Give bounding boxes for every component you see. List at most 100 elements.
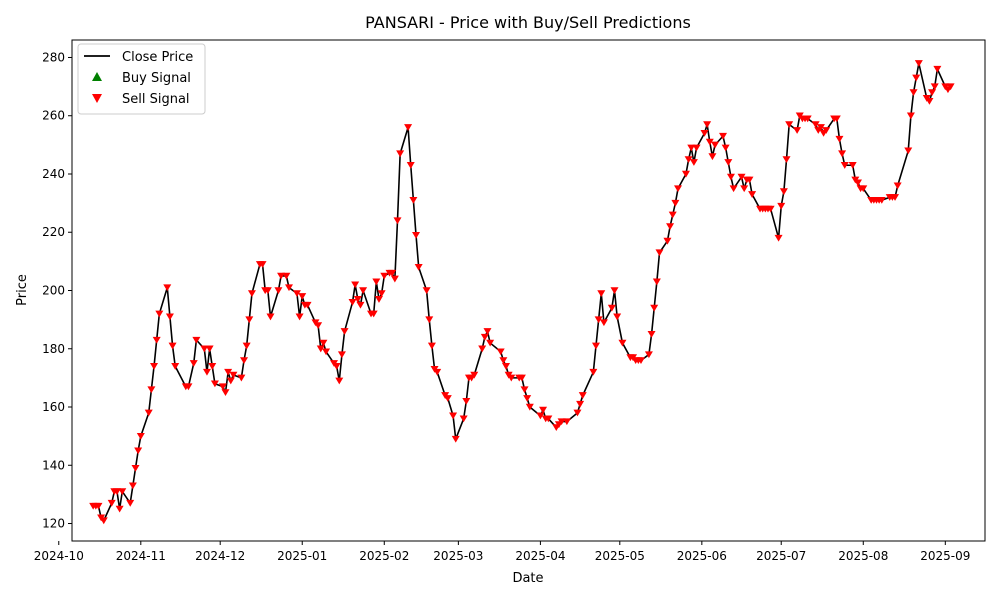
sell-signal-marker: [840, 162, 849, 169]
sell-signal-marker: [599, 319, 608, 327]
x-tick-label: 2024-10: [34, 549, 84, 563]
legend-buy-swatch: [92, 72, 102, 81]
sell-signal-marker: [165, 313, 174, 321]
sell-signal-marker: [332, 363, 341, 370]
sell-signal-marker: [674, 185, 683, 193]
sell-signal-marker: [202, 368, 211, 376]
legend-sell-swatch: [92, 94, 102, 103]
sell-signal-marker: [933, 65, 942, 73]
sell-signal-marker: [507, 374, 516, 382]
sell-signal-marker: [594, 316, 603, 324]
sell-signal-marker: [562, 418, 571, 426]
sell-signal-marker: [703, 121, 712, 129]
sell-signal-marker: [655, 249, 664, 257]
sell-signal-marker: [258, 261, 267, 268]
sell-signal-marker: [689, 159, 698, 166]
sell-signal-marker: [372, 278, 381, 286]
sell-signal-marker: [266, 313, 275, 321]
sell-signal-marker: [909, 89, 918, 97]
x-tick-label: 2025-05: [595, 549, 645, 563]
sell-signal-marker: [136, 432, 145, 440]
sell-signal-marker: [94, 502, 103, 510]
sell-signal-marker: [449, 412, 458, 420]
sell-signal-marker: [322, 348, 331, 356]
sell-signal-marker: [155, 310, 164, 318]
sell-signal-marker: [687, 144, 696, 152]
sell-signal-marker: [925, 97, 934, 105]
sell-signal-marker: [285, 284, 294, 292]
sell-signal-marker: [591, 342, 600, 350]
sell-signal-marker: [748, 191, 757, 198]
sell-signal-marker: [459, 415, 468, 423]
x-axis-label: Date: [512, 571, 543, 586]
sell-signal-marker: [319, 339, 328, 347]
sell-signal-marker: [292, 290, 301, 298]
sell-signal-marker: [525, 403, 534, 411]
sell-signal-marker: [380, 272, 389, 280]
sell-signal-marker: [914, 60, 923, 67]
sell-signal-marker: [425, 316, 434, 324]
sell-signal-marker: [618, 339, 627, 347]
sell-signal-marker: [412, 231, 421, 239]
sell-signal-marker: [539, 406, 548, 414]
sell-signal-marker: [636, 357, 645, 365]
sell-signal-marker: [650, 304, 659, 312]
sell-signal-marker: [340, 328, 349, 335]
sell-signal-marker: [221, 389, 230, 397]
sell-signal-marker: [388, 269, 397, 277]
y-tick-label: 160: [42, 400, 65, 414]
sell-signal-marker: [835, 135, 844, 143]
legend-label-buy: Buy Signal: [122, 71, 191, 86]
sell-signal-marker: [930, 83, 939, 91]
sell-signal-marker: [168, 342, 177, 350]
sell-signal-marker: [721, 144, 730, 152]
legend-label-close: Close Price: [122, 50, 193, 65]
sell-signal-marker: [912, 74, 921, 82]
sell-signal-marker: [414, 263, 423, 271]
sell-signal-marker: [496, 348, 505, 356]
sell-signal-marker: [115, 505, 124, 513]
sell-signal-marker: [126, 499, 135, 507]
sell-signal-marker: [644, 351, 653, 359]
sell-signal-marker: [237, 374, 246, 382]
y-tick-label: 280: [42, 50, 65, 64]
x-tick-label: 2025-09: [920, 549, 970, 563]
y-tick-label: 180: [42, 342, 65, 356]
sell-signal-marker: [480, 333, 489, 341]
y-tick-label: 120: [42, 517, 65, 531]
sell-signal-marker: [277, 272, 286, 280]
y-tick-label: 240: [42, 167, 65, 181]
sell-signal-marker: [502, 363, 511, 370]
sell-signal-marker: [184, 383, 193, 391]
sell-signal-marker: [766, 205, 775, 213]
sell-signal-marker: [576, 400, 585, 408]
x-tick-label: 2025-06: [677, 549, 727, 563]
y-tick-label: 200: [42, 284, 65, 298]
sell-signal-marker: [433, 368, 442, 376]
sell-signal-marker: [573, 409, 582, 417]
sell-signal-marker: [422, 287, 431, 295]
sell-signal-marker: [663, 237, 672, 245]
sell-signal-marker: [904, 147, 913, 155]
legend-label-sell: Sell Signal: [122, 92, 190, 107]
sell-signal-marker: [462, 397, 471, 405]
x-tick-label: 2025-07: [756, 549, 806, 563]
sell-signal-marker: [700, 130, 709, 137]
sell-signal-marker: [668, 211, 677, 219]
sell-signal-marker: [205, 345, 214, 353]
sell-signal-marker: [131, 464, 140, 472]
sell-signal-marker: [224, 368, 233, 376]
sell-signal-marker: [163, 284, 172, 292]
sell-signal-marker: [443, 395, 452, 402]
sell-signal-marker: [557, 418, 566, 426]
sell-signal-marker: [229, 371, 238, 379]
sell-signal-marker: [152, 336, 161, 344]
sell-signal-marker: [406, 162, 415, 169]
x-tick-label: 2024-11: [116, 549, 166, 563]
y-tick-label: 260: [42, 109, 65, 123]
x-tick-label: 2025-08: [838, 549, 888, 563]
sell-signal-marker: [427, 342, 436, 350]
sell-signal-marker: [409, 197, 418, 204]
sell-signal-marker: [859, 185, 868, 193]
